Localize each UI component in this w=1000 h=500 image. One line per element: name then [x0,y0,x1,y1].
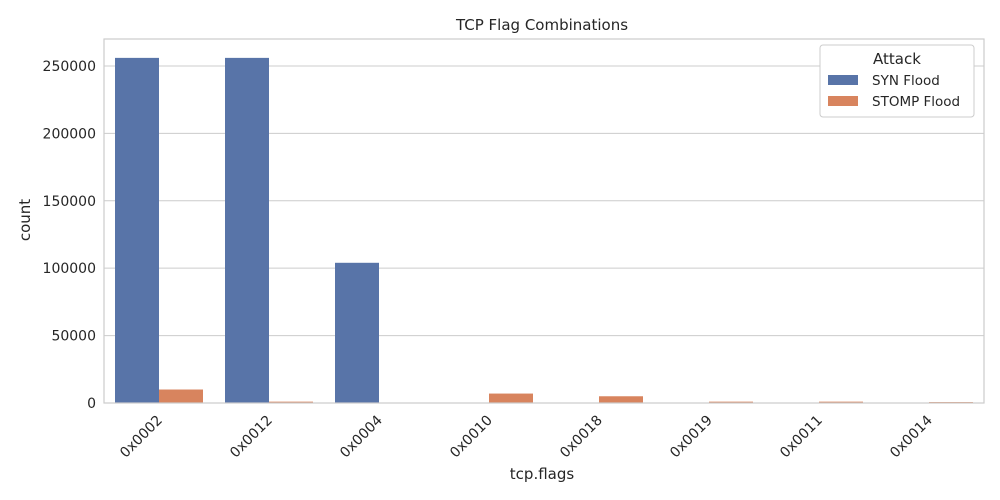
y-tick-label: 150000 [43,194,96,210]
x-tick-label: 0x0002 [117,413,166,462]
plot-frame [103,38,985,404]
legend-label-stomp-flood: STOMP Flood [872,94,960,110]
y-tick-label: 50000 [51,329,96,345]
y-tick-label: 0 [87,396,96,412]
legend-title: Attack [873,50,921,68]
legend-frame [819,44,975,118]
x-tick-label: 0x0012 [227,413,276,462]
x-axis-title: tcp.flags [510,465,575,483]
legend-swatch-stomp-flood [828,96,858,106]
x-tick-label: 0x0018 [557,413,606,462]
bar-syn-flood [225,57,269,403]
bar-stomp-flood [489,393,533,403]
bar-stomp-flood [599,396,643,403]
x-tick-label: 0x0014 [887,412,936,461]
x-tick-label: 0x0019 [667,413,716,462]
legend-swatch-syn-flood [828,75,858,85]
y-tick-label: 100000 [43,261,96,277]
legend: Attack SYN Flood STOMP Flood [819,44,975,118]
x-tick-label: 0x0004 [337,412,386,461]
y-axis-title: count [16,199,34,241]
y-tick-label: 200000 [43,126,96,142]
legend-label-syn-flood: SYN Flood [872,73,940,89]
y-ticks: 0 50000 100000 150000 200000 250000 [43,59,96,412]
x-tick-label: 0x0010 [447,413,496,462]
bar-stomp-flood [269,401,313,403]
bars [115,57,973,404]
bar-stomp-flood [159,389,203,403]
y-tick-label: 250000 [43,59,96,75]
x-tick-label: 0x0011 [777,413,826,462]
chart-title: TCP Flag Combinations [455,16,628,34]
bar-syn-flood [335,262,379,403]
bar-stomp-flood [709,401,753,403]
x-ticks: 0x0002 0x0012 0x0004 0x0010 0x0018 0x0019 0x00… [117,412,936,461]
bar-syn-flood [115,57,159,403]
bar-stomp-flood [819,401,863,403]
